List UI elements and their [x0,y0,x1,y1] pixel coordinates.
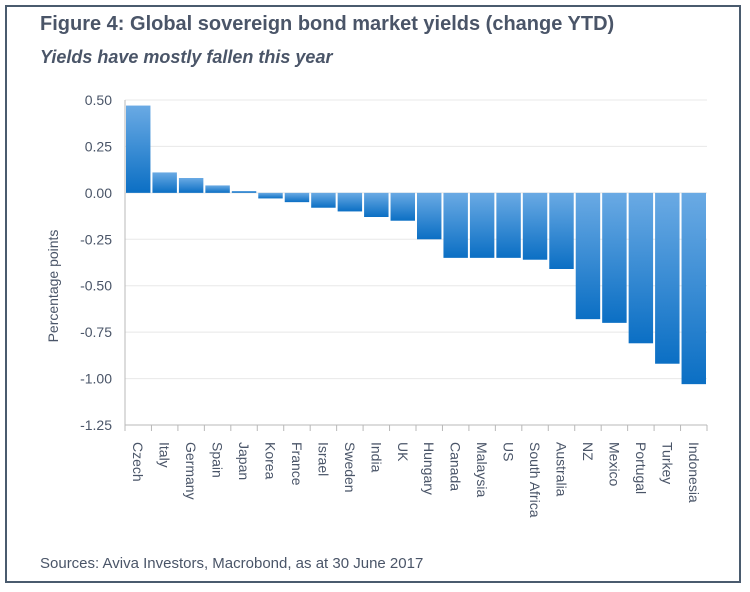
x-tick-labels: Czech Italy Germany Spain Japan Korea France Is… [130,442,702,518]
x-tick-label: Malaysia [474,442,490,497]
y-tick-labels: 0.50 0.25 0.00 -0.25 -0.50 -0.75 -1.00 -1.25 [80,92,112,433]
bar-mexico [602,192,627,323]
x-tick-label: US [501,442,517,461]
y-tick-label: 0.00 [85,185,112,201]
y-tick-label: -1.25 [80,417,112,433]
y-tick-label: -0.50 [80,278,112,294]
bar-canada [443,192,468,258]
x-tick-label: Japan [236,442,252,480]
x-tick-label: Sweden [342,442,358,493]
x-tick-label: UK [395,442,411,462]
x-tick-label: Portugal [633,442,649,494]
bar-france [284,192,310,203]
x-tick-label: Mexico [606,442,622,487]
x-tick-label: France [289,442,305,486]
x-tick-label: Korea [263,442,279,480]
axes [124,100,708,431]
bar-malaysia [469,192,495,258]
x-tick-label: Italy [157,442,173,468]
y-tick-label: -0.75 [80,324,112,340]
bar-czech [126,105,151,193]
bar-korea [258,192,283,199]
x-tick-label: India [368,442,384,473]
x-tick-label: Czech [130,442,146,482]
x-tick-label: Spain [210,442,226,478]
bar-turkey [655,192,680,364]
bar-indonesia [681,192,706,385]
bar-us [496,192,521,258]
bar-japan [231,191,257,193]
bar-uk [390,192,415,221]
x-tick-label: Australia [554,442,570,497]
x-tick-label: Canada [448,442,464,491]
bar-sweden [337,192,363,212]
bar-italy [152,172,177,193]
bars [126,105,706,385]
x-tick-label: Hungary [421,442,437,495]
y-tick-label: -0.25 [80,231,112,247]
bar-nz [575,192,601,320]
chart-title: Figure 4: Global sovereign bond market y… [40,13,615,35]
bar-spain [205,185,230,193]
source-note: Sources: Aviva Investors, Macrobond, as … [40,555,424,572]
bar-india [364,192,389,217]
x-tick-label: Turkey [659,442,675,484]
x-tick-label: NZ [580,442,596,461]
y-tick-label: 0.50 [85,92,112,108]
chart-subtitle: Yields have mostly fallen this year [40,47,333,67]
bar-portugal [628,192,654,344]
bar-australia [549,192,574,269]
bar-israel [311,192,336,208]
x-tick-label: Germany [183,442,199,500]
y-axis-label: Percentage points [45,230,61,343]
x-tick-label: Israel [315,442,331,476]
y-tick-label: 0.25 [85,138,112,154]
x-tick-label: South Africa [527,442,543,518]
bar-germany [178,178,204,193]
bar-south-africa [522,192,548,260]
x-tick-label: Indonesia [686,442,702,503]
bar-hungary [417,192,442,240]
y-tick-label: -1.00 [80,371,112,387]
